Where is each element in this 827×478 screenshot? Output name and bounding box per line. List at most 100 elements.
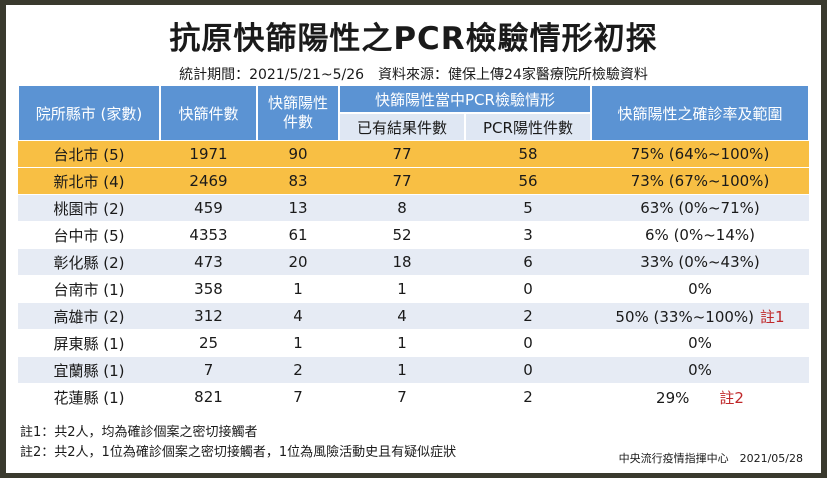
cell-pcr-positive-text: 58 <box>518 145 538 163</box>
cell-pcr-positive-text: 56 <box>518 172 538 190</box>
cell-pcr-results-text: 4 <box>397 307 407 325</box>
cell-rapid-positive-text: 61 <box>288 226 308 244</box>
cell-confirm-rate-text: 6% (0%~14%) <box>645 226 755 244</box>
cell-rapid-tests: 473 <box>160 249 257 276</box>
cell-pcr-results-text: 1 <box>397 334 407 352</box>
cell-pcr-positive: 0 <box>465 330 591 357</box>
cell-pcr-positive-text: 2 <box>523 388 533 406</box>
cell-rapid-positive: 90 <box>257 141 339 168</box>
cell-pcr-positive: 58 <box>465 141 591 168</box>
cell-pcr-results: 1 <box>339 357 465 384</box>
cell-confirm-rate: 50% (33%~100%) 註1 <box>591 303 809 330</box>
cell-rapid-tests-text: 312 <box>194 307 223 325</box>
cell-pcr-results-text: 77 <box>392 172 412 190</box>
cell-county-text: 高雄市 (2) <box>53 307 125 326</box>
cell-rapid-positive-text: 2 <box>293 361 303 379</box>
cell-county: 台北市 (5) <box>18 141 160 168</box>
cell-rapid-tests-text: 7 <box>203 361 214 379</box>
cell-pcr-results-text: 52 <box>392 226 412 244</box>
cell-confirm-rate: 0% <box>591 357 809 384</box>
page-title: 抗原快篩陽性之PCR檢驗情形初探 <box>169 21 658 57</box>
cell-confirm-rate-text: 73% (67%~100%) <box>630 172 770 190</box>
cell-county: 新北市 (4) <box>18 168 160 195</box>
cell-rapid-positive: 61 <box>257 222 339 249</box>
cell-rapid-tests: 312 <box>160 303 257 330</box>
cell-rapid-positive-text: 4 <box>293 307 303 325</box>
cell-confirm-rate: 0% <box>591 330 809 357</box>
cell-county: 台中市 (5) <box>18 222 160 249</box>
cell-confirm-rate-text: 0% <box>688 334 712 352</box>
cell-county-text: 屏東縣 (1) <box>53 334 125 353</box>
cell-rapid-tests-text: 473 <box>194 253 223 271</box>
cell-pcr-results: 7 <box>339 384 465 411</box>
cell-pcr-results: 8 <box>339 195 465 222</box>
cell-pcr-results: 77 <box>339 141 465 168</box>
cell-pcr-results-text: 8 <box>397 199 407 217</box>
cell-rapid-tests-text: 2469 <box>189 172 228 190</box>
cell-confirm-rate-text: 29% <box>656 388 690 407</box>
cell-rapid-positive: 4 <box>257 303 339 330</box>
table-row: 宜蘭縣 (1) 7 2 1 0 0% <box>18 357 809 384</box>
cell-rapid-tests: 1971 <box>160 141 257 168</box>
cell-county: 高雄市 (2) <box>18 303 160 330</box>
cell-pcr-positive: 6 <box>465 249 591 276</box>
cell-confirm-rate: 29% 註2 <box>591 384 809 411</box>
cell-rapid-positive: 83 <box>257 168 339 195</box>
note-marker: 註1 <box>760 307 785 326</box>
table-row: 台北市 (5) 1971 90 77 58 75% (64%~100%) <box>18 141 809 168</box>
cell-rapid-positive-text: 90 <box>288 145 308 163</box>
report-card: 抗原快篩陽性之PCR檢驗情形初探 統計期間：2021/5/21~5/26 資料來… <box>6 5 821 473</box>
cell-rapid-tests: 7 <box>160 357 257 384</box>
cell-pcr-results: 18 <box>339 249 465 276</box>
header-rapid-tests: 快篩件數 <box>160 85 257 141</box>
cell-confirm-rate-text: 63% (0%~71%) <box>640 199 760 217</box>
cell-pcr-results-text: 7 <box>397 388 407 406</box>
cell-pcr-results: 1 <box>339 330 465 357</box>
footnote-1: 註1：共2人，均為確診個案之密切接觸者 <box>20 425 258 440</box>
cell-rapid-positive-text: 13 <box>288 199 308 217</box>
source-credit: 中央流行疫情指揮中心 2021/05/28 <box>618 452 803 465</box>
header-confirm-rate: 快篩陽性之確診率及範圍 <box>591 85 809 141</box>
cell-pcr-results-text: 1 <box>397 361 407 379</box>
note-marker: 註2 <box>719 388 744 407</box>
header-pcr-group: 快篩陽性當中PCR檢驗情形 <box>339 85 591 113</box>
data-table: 院所縣市 (家數) 快篩件數 快篩陽性件數 快篩陽性當中PCR檢驗情形 快篩陽性… <box>18 85 809 411</box>
cell-pcr-positive: 2 <box>465 384 591 411</box>
cell-rapid-tests: 25 <box>160 330 257 357</box>
top-border <box>0 0 827 5</box>
cell-rapid-tests-text: 25 <box>198 334 219 352</box>
header-rapid-positive: 快篩陽性件數 <box>257 85 339 141</box>
cell-rapid-positive: 13 <box>257 195 339 222</box>
cell-county-text: 台南市 (1) <box>53 280 125 299</box>
cell-rapid-tests: 459 <box>160 195 257 222</box>
cell-county-text: 台中市 (5) <box>53 226 125 245</box>
cell-county-text: 台北市 (5) <box>53 145 125 164</box>
table-body: 台北市 (5) 1971 90 77 58 75% (64%~100%) 新北市 (4) 24… <box>18 141 809 411</box>
table-row: 高雄市 (2) 312 4 4 2 50% (33%~100%) 註1 <box>18 303 809 330</box>
cell-rapid-positive-text: 83 <box>288 172 308 190</box>
footnote-2: 註2：共2人，1位為確診個案之密切接觸者，1位為風險活動史且有疑似症狀 <box>20 445 457 460</box>
cell-pcr-positive: 56 <box>465 168 591 195</box>
cell-pcr-positive: 3 <box>465 222 591 249</box>
cell-rapid-tests-text: 358 <box>194 280 223 298</box>
cell-pcr-results-text: 18 <box>392 253 412 271</box>
cell-rapid-positive-text: 20 <box>288 253 308 271</box>
cell-county: 台南市 (1) <box>18 276 160 303</box>
cell-county: 彰化縣 (2) <box>18 249 160 276</box>
cell-pcr-results-text: 77 <box>392 145 412 163</box>
cell-rapid-positive: 20 <box>257 249 339 276</box>
cell-county-text: 宜蘭縣 (1) <box>53 361 125 380</box>
cell-rapid-positive: 1 <box>257 276 339 303</box>
cell-confirm-rate: 6% (0%~14%) <box>591 222 809 249</box>
cell-confirm-rate-text: 0% <box>688 280 712 298</box>
cell-pcr-results-text: 1 <box>397 280 407 298</box>
table-row: 桃園市 (2) 459 13 8 5 63% (0%~71%) <box>18 195 809 222</box>
cell-rapid-tests: 821 <box>160 384 257 411</box>
cell-pcr-positive-text: 2 <box>523 307 533 325</box>
cell-pcr-positive-text: 0 <box>523 334 533 352</box>
cell-pcr-positive: 0 <box>465 276 591 303</box>
cell-rapid-tests: 358 <box>160 276 257 303</box>
cell-rapid-tests-text: 821 <box>194 388 223 406</box>
cell-rapid-positive-text: 1 <box>293 334 303 352</box>
table-row: 彰化縣 (2) 473 20 18 6 33% (0%~43%) <box>18 249 809 276</box>
